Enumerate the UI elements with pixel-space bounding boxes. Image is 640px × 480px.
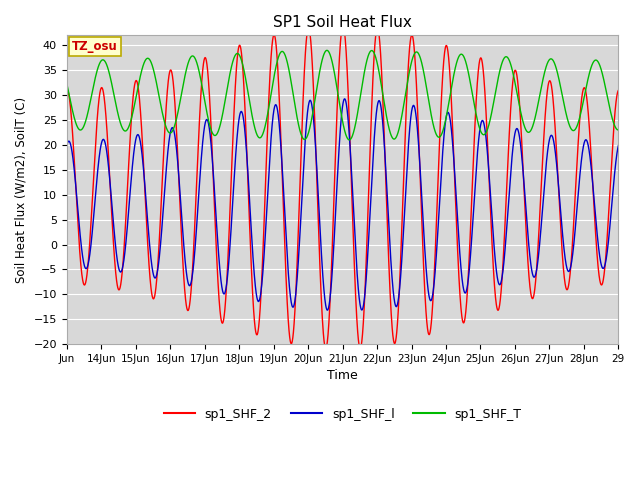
- Text: TZ_osu: TZ_osu: [72, 40, 118, 53]
- sp1_SHF_T: [325, 49, 333, 55]
- Title: SP1 Soil Heat Flux: SP1 Soil Heat Flux: [273, 15, 412, 30]
- sp1_SHF_T: [294, 122, 302, 128]
- sp1_SHF_l: [570, 237, 578, 243]
- Line: sp1_SHF_2: sp1_SHF_2: [67, 25, 618, 348]
- sp1_SHF_T: [614, 127, 622, 133]
- sp1_SHF_2: [294, 223, 302, 229]
- sp1_SHF_T: [598, 69, 605, 74]
- Line: sp1_SHF_l: sp1_SHF_l: [67, 99, 618, 310]
- sp1_SHF_l: [340, 96, 348, 102]
- sp1_SHF_l: [299, 176, 307, 181]
- sp1_SHF_l: [63, 143, 70, 148]
- sp1_SHF_T: [323, 48, 331, 53]
- Line: sp1_SHF_T: sp1_SHF_T: [67, 50, 618, 140]
- sp1_SHF_2: [464, 282, 472, 288]
- sp1_SHF_2: [598, 282, 605, 288]
- sp1_SHF_2: [63, 87, 70, 93]
- sp1_SHF_2: [325, 318, 333, 324]
- sp1_SHF_l: [464, 281, 472, 287]
- X-axis label: Time: Time: [327, 370, 358, 383]
- sp1_SHF_l: [598, 264, 605, 269]
- sp1_SHF_2: [614, 87, 622, 93]
- sp1_SHF_T: [570, 128, 578, 133]
- sp1_SHF_l: [325, 303, 333, 309]
- sp1_SHF_2: [570, 210, 578, 216]
- sp1_SHF_2: [339, 23, 347, 28]
- sp1_SHF_T: [63, 81, 70, 86]
- sp1_SHF_T: [299, 135, 307, 141]
- sp1_SHF_2: [299, 101, 307, 107]
- sp1_SHF_l: [323, 307, 331, 313]
- sp1_SHF_2: [322, 346, 330, 351]
- sp1_SHF_T: [346, 137, 353, 143]
- sp1_SHF_l: [294, 256, 302, 262]
- Y-axis label: Soil Heat Flux (W/m2), SoilT (C): Soil Heat Flux (W/m2), SoilT (C): [15, 96, 28, 283]
- sp1_SHF_l: [614, 143, 622, 148]
- sp1_SHF_T: [464, 67, 472, 72]
- Legend: sp1_SHF_2, sp1_SHF_l, sp1_SHF_T: sp1_SHF_2, sp1_SHF_l, sp1_SHF_T: [159, 403, 527, 426]
